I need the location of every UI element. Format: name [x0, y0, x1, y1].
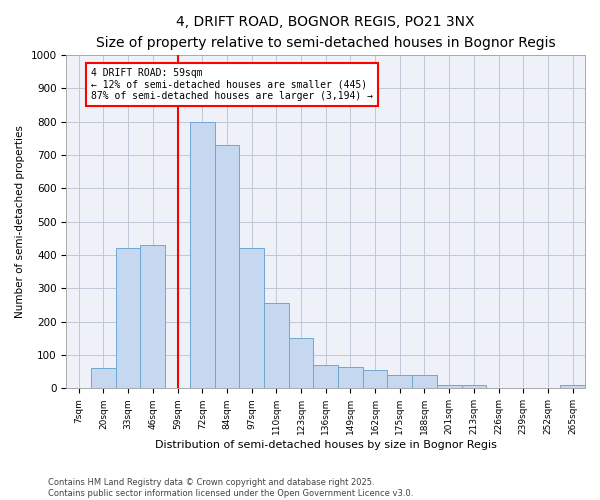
Bar — [560, 385, 585, 388]
Bar — [412, 375, 437, 388]
Bar — [388, 375, 412, 388]
Bar — [437, 385, 461, 388]
Bar — [264, 304, 289, 388]
Title: 4, DRIFT ROAD, BOGNOR REGIS, PO21 3NX
Size of property relative to semi-detached: 4, DRIFT ROAD, BOGNOR REGIS, PO21 3NX Si… — [96, 15, 556, 50]
Text: 4 DRIFT ROAD: 59sqm
← 12% of semi-detached houses are smaller (445)
87% of semi-: 4 DRIFT ROAD: 59sqm ← 12% of semi-detach… — [91, 68, 373, 102]
Bar — [190, 122, 215, 388]
Bar — [289, 338, 313, 388]
Bar — [239, 248, 264, 388]
Bar — [91, 368, 116, 388]
Bar — [215, 145, 239, 388]
Y-axis label: Number of semi-detached properties: Number of semi-detached properties — [15, 125, 25, 318]
Bar — [461, 385, 486, 388]
Bar — [363, 370, 388, 388]
Bar — [313, 365, 338, 388]
Bar — [338, 366, 363, 388]
Bar — [116, 248, 140, 388]
X-axis label: Distribution of semi-detached houses by size in Bognor Regis: Distribution of semi-detached houses by … — [155, 440, 497, 450]
Bar — [140, 245, 165, 388]
Text: Contains HM Land Registry data © Crown copyright and database right 2025.
Contai: Contains HM Land Registry data © Crown c… — [48, 478, 413, 498]
